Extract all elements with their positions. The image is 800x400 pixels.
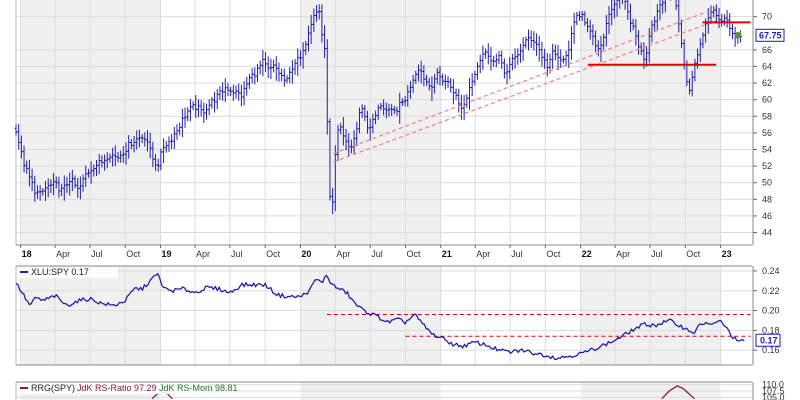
x-tick-label: 19 <box>162 249 172 259</box>
year-shading <box>580 266 721 365</box>
y-tick-label: 0.22 <box>762 286 780 296</box>
ratio-legend-label: XLU:SPY 0.17 <box>31 267 89 277</box>
y-tick-label: 0.24 <box>762 266 780 276</box>
year-shading <box>20 0 161 245</box>
y-tick-label: 107.5 <box>762 386 785 396</box>
x-tick-label: Oct <box>126 249 141 259</box>
y-tick-label: 54 <box>762 144 772 154</box>
last-value-badge: 0.17 <box>755 333 781 347</box>
rrg-legend: RRG(SPY) JdK RS-Ratio 97.29 JdK RS-Mom 98.… <box>18 383 238 394</box>
price-bar <box>618 0 621 9</box>
y-tick-label: 110.0 <box>762 380 784 390</box>
trendline <box>333 20 717 163</box>
y-tick-label: 66 <box>762 45 772 55</box>
y-tick-label: 52 <box>762 161 772 171</box>
x-tick-label: Jul <box>651 249 663 259</box>
y-tick-label: 46 <box>762 211 772 221</box>
x-tick-label: 18 <box>22 249 32 259</box>
rrg-legend-item: JdK RS-Ratio 97.29 <box>77 383 157 393</box>
x-tick-label: 21 <box>442 249 452 259</box>
y-tick-label: 64 <box>762 61 772 71</box>
price-panel: 44 46 48 50 52 54 56 58 60 62 64 66 70 67.75 18 Apr Jul O… <box>14 0 785 259</box>
x-tick-label: Oct <box>686 249 701 259</box>
year-shading <box>20 266 161 365</box>
price-bar <box>663 0 666 13</box>
x-axis-strip <box>16 245 752 259</box>
x-tick-label: 20 <box>301 249 311 259</box>
x-tick-label: Jul <box>91 249 103 259</box>
y-tick-label: 0.18 <box>762 325 780 335</box>
ratio-series-line <box>15 272 745 361</box>
x-tick-label: Jul <box>231 249 243 259</box>
rrg-legend-item: JdK RS-Mom 98.81 <box>159 383 238 393</box>
x-tick-label: Apr <box>616 249 630 259</box>
x-tick-label: Apr <box>336 249 350 259</box>
y-tick-label: 0.20 <box>762 306 780 316</box>
y-tick-label: 70 <box>762 12 772 22</box>
y-tick-label: 62 <box>762 78 772 88</box>
trendline <box>333 7 717 155</box>
last-value-label: 67.75 <box>759 30 782 40</box>
last-price-marker <box>735 32 741 39</box>
x-tick-label: Apr <box>476 249 490 259</box>
last-value-badge: 67.75 <box>755 28 785 42</box>
x-tick-label: 23 <box>722 249 732 259</box>
y-tick-label: 60 <box>762 95 772 105</box>
x-tick-label: Apr <box>56 249 70 259</box>
price-bar <box>621 0 623 4</box>
ratio-legend: XLU:SPY 0.17 <box>18 267 118 278</box>
ratio-panel: 0.16 0.18 0.20 0.22 0.24 XLU:SPY 0.17 0.17 <box>15 265 781 366</box>
y-tick-label: 105.0 <box>762 392 785 400</box>
x-tick-label: Oct <box>406 249 421 259</box>
y-tick-label: 0.16 <box>762 345 780 355</box>
rrg-legend-item: RRG(SPY) <box>31 383 75 393</box>
x-tick-label: Oct <box>266 249 281 259</box>
y-tick-label: 48 <box>762 194 772 204</box>
rs-ratio-line <box>661 385 695 400</box>
y-tick-label: 58 <box>762 111 772 121</box>
x-tick-label: Apr <box>196 249 210 259</box>
x-tick-label: Jul <box>371 249 383 259</box>
x-tick-label: Jul <box>511 249 523 259</box>
y-tick-label: 56 <box>762 128 772 138</box>
y-tick-label: 44 <box>762 228 772 238</box>
x-tick-label: 22 <box>582 249 592 259</box>
y-tick-label: 50 <box>762 178 772 188</box>
last-value-label: 0.17 <box>760 335 778 345</box>
x-tick-label: Oct <box>546 249 561 259</box>
